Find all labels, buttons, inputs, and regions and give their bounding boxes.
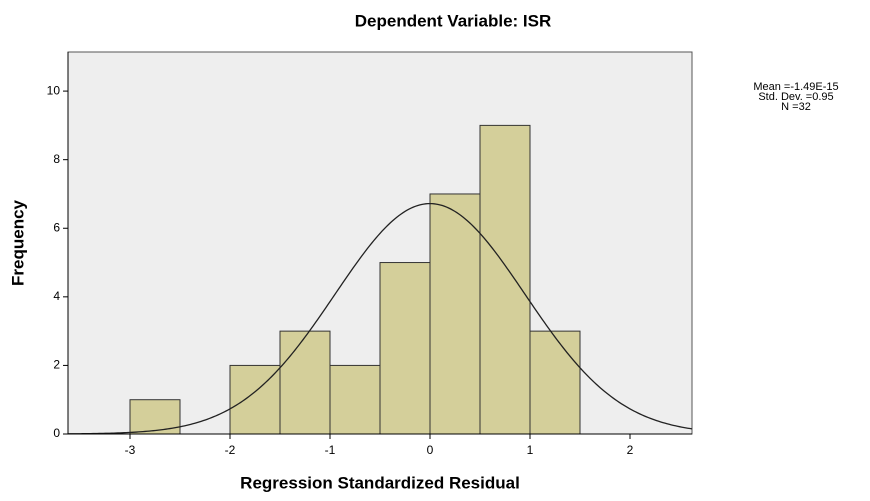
y-tick-label: 0 [53,426,60,440]
y-tick-label: 4 [53,289,60,303]
x-tick-label: 1 [527,443,534,457]
stat-label: Mean =-1.49E-15 [753,81,838,93]
x-tick-label: 0 [427,443,434,457]
y-tick-label: 6 [53,220,60,234]
x-tick-label: 2 [627,443,634,457]
bar [529,330,581,435]
y-tick-label: 8 [53,152,60,166]
bar [329,364,381,435]
stat-label: N =32 [781,101,811,113]
bar [429,193,481,435]
chart-title: Dependent Variable: ISR [355,11,552,30]
normal-curve [67,202,693,435]
bar [379,262,431,435]
x-tick-label: -3 [125,443,136,457]
y-tick-label: 2 [53,358,60,372]
x-tick-label: -1 [325,443,336,457]
bar [129,399,181,435]
x-axis-title: Regression Standardized Residual [240,473,520,492]
x-tick-label: -2 [225,443,236,457]
y-axis-title: Frequency [8,199,27,286]
stat-label: Std. Dev. =0.95 [758,91,833,103]
y-tick-label: 10 [47,83,61,97]
bar [279,330,331,435]
bar [479,124,531,435]
